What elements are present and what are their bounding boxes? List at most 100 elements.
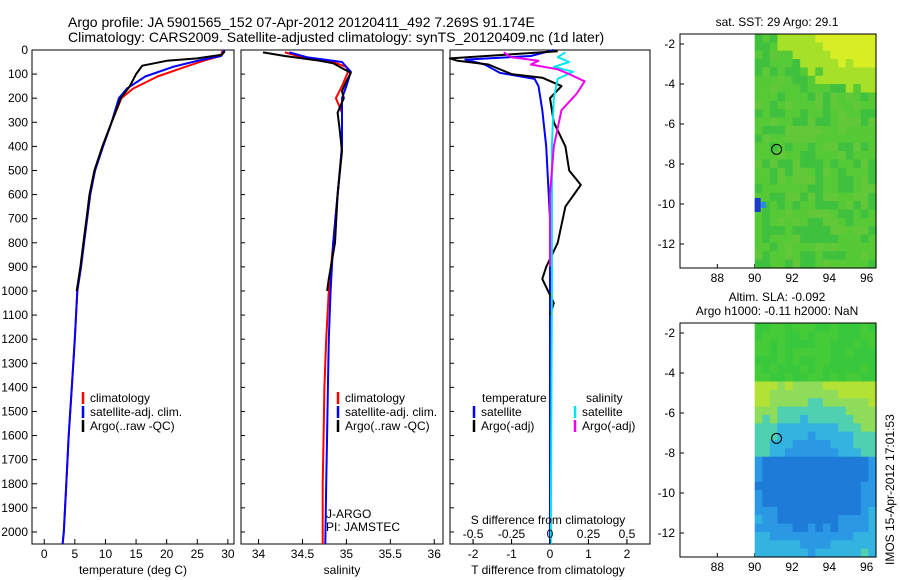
sst-map-cell [822, 242, 832, 252]
sst-lat-tick-label: -2 [664, 37, 675, 51]
sla-map-cell [754, 339, 763, 349]
sst-map-cell [785, 109, 794, 119]
sst-map-cell [769, 117, 778, 127]
sla-map-cell [830, 389, 839, 399]
sst-map-cell [838, 142, 847, 152]
sst-map-cell [807, 209, 816, 219]
sla-map-cell [785, 406, 794, 416]
sla-map-cell [800, 381, 809, 391]
sla-map-cell [777, 481, 786, 491]
sst-map-title: sat. SST: 29 Argo: 29.1 [716, 15, 839, 29]
sla-map-cell [800, 473, 809, 483]
sla-map-cell [769, 348, 778, 358]
sst-map-cell [845, 201, 854, 211]
sla-map-cell [777, 414, 786, 424]
sst-map-cell [769, 217, 778, 227]
sla-map-cell [830, 523, 839, 533]
sla-map-cell [769, 548, 778, 558]
sst-map-cell [800, 75, 809, 85]
sst-map-cell [838, 226, 847, 236]
sla-map-cell [785, 414, 794, 424]
sla-map-cell [800, 540, 809, 550]
sla-map-cell [853, 506, 862, 516]
sla-map-cell [762, 323, 771, 332]
sst-map-cell [762, 125, 771, 135]
sst-map-cell [860, 226, 869, 236]
sla-map-cell [800, 523, 809, 533]
sst-map-cell [815, 159, 824, 169]
sla-map-cell [792, 339, 801, 349]
sla-map-cell [838, 540, 847, 550]
sst-map-cell [822, 134, 832, 144]
sla-map-cell [830, 431, 839, 441]
sla-map-cell [754, 481, 763, 491]
sst-map-cell [762, 159, 771, 169]
sla-map-cell [762, 481, 771, 491]
sla-map-cell [853, 440, 862, 449]
sla-map-cell [762, 506, 771, 516]
sst-map-cell [845, 84, 854, 94]
sla-map-cell [822, 348, 832, 358]
sla-map-cell [769, 490, 778, 500]
sla-map-cell [830, 373, 839, 383]
sst-map-cell [838, 42, 847, 52]
sla-map-cell [792, 473, 801, 483]
sla-map-cell [845, 506, 854, 516]
sla-map-cell [838, 423, 847, 433]
sst-map-cell [860, 167, 869, 177]
sla-map-cell [769, 515, 778, 525]
sla-map-cell [754, 548, 763, 558]
legend-group-salinity: salinity [586, 391, 623, 405]
sst-map-cell [762, 100, 771, 110]
sst-map-cell [785, 84, 794, 94]
sla-map-cell [830, 473, 839, 483]
sst-map-cell [762, 84, 771, 94]
sst-map-cell [830, 176, 839, 186]
sla-map-cell [853, 406, 862, 416]
sst-map-cell [777, 209, 786, 219]
sla-map-cell [860, 531, 869, 541]
sla-map-cell [868, 431, 877, 441]
sst-map-cell [807, 67, 816, 77]
sst-map-cell [807, 84, 816, 94]
sla-map-cell [815, 548, 824, 558]
sst-map-cell [822, 251, 832, 261]
sla-map-cell [822, 389, 832, 399]
sla-map-cell [762, 356, 771, 366]
sst-map-cell [762, 242, 771, 252]
t-difference-tick-label: 2 [624, 547, 631, 561]
sst-map-cell [754, 75, 763, 85]
depth-tick-label: 2000 [1, 525, 28, 539]
sst-lon-tick-label: 88 [711, 271, 725, 285]
sla-map-cell [807, 473, 816, 483]
t-difference-tick-label: 0 [547, 547, 554, 561]
sla-map-cell [769, 406, 778, 416]
sla-map-cell [754, 406, 763, 416]
depth-tick-label: 1400 [1, 380, 28, 394]
sla-map-cell [762, 406, 771, 416]
sla-map-cell [807, 456, 816, 466]
sla-map-cell [762, 414, 771, 424]
sst-map-cell [792, 159, 801, 169]
sla-map-cell [807, 515, 816, 525]
sst-map-cell [822, 42, 832, 52]
sla-map-cell [845, 548, 854, 558]
temperature-tick-label: 15 [129, 547, 143, 561]
sla-map-cell [868, 389, 877, 399]
sla-map-cell [769, 456, 778, 466]
sla-map-cell [762, 515, 771, 525]
sst-lon-tick-label: 90 [748, 271, 762, 285]
sst-map-cell [868, 125, 877, 135]
sla-map-cell [815, 423, 824, 433]
depth-tick-label: 1200 [1, 332, 28, 346]
sst-map-cell [807, 125, 816, 135]
sla-map-cell [853, 498, 862, 508]
sst-map-cell [800, 125, 809, 135]
depth-tick-label: 1300 [1, 356, 28, 370]
sla-map-cell [815, 406, 824, 416]
sla-map-cell [762, 348, 771, 358]
sla-map-cell [762, 364, 771, 374]
sla-map-cell [815, 389, 824, 399]
sla-map-cell [838, 490, 847, 500]
sla-map-cell [860, 490, 869, 500]
